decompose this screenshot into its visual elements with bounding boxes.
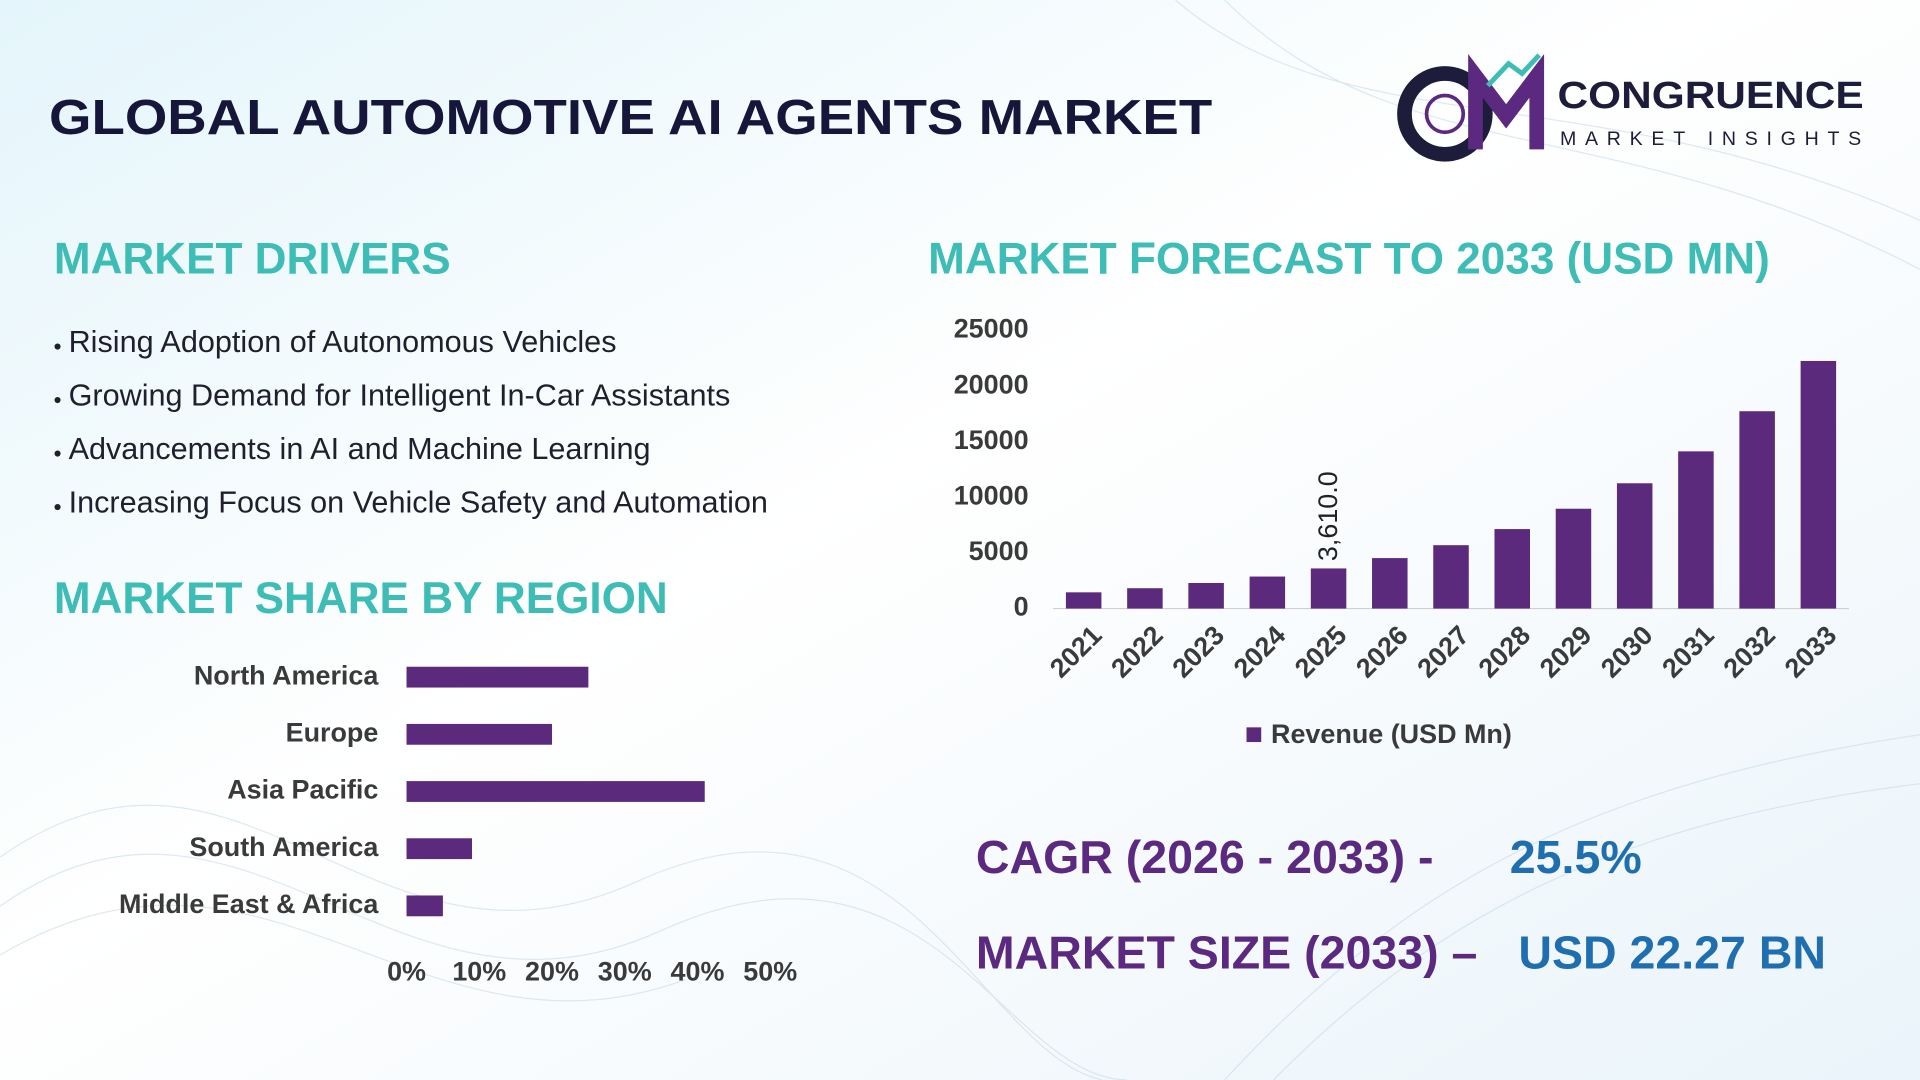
bar [1372, 558, 1408, 609]
y-tick-label: 25000 [954, 314, 1029, 344]
cagr-value: 25.5% [1510, 831, 1642, 883]
y-tick-label: Europe [286, 717, 379, 747]
x-tick-label: 0% [387, 957, 426, 987]
y-tick-label: South America [189, 832, 379, 862]
driver-item: Advancements in AI and Machine Learning [69, 432, 651, 466]
y-tick-label: Asia Pacific [227, 775, 378, 805]
forecast-chart-title: MARKET FORECAST TO 2033 (USD MN) [928, 235, 1770, 284]
x-tick-label: 20% [525, 957, 579, 987]
logo-arrow [1485, 53, 1541, 88]
bullet [54, 396, 61, 404]
y-tick-label: 10000 [954, 480, 1029, 510]
x-tick-label: 10% [452, 957, 506, 987]
bar [1494, 529, 1530, 609]
bar [1616, 483, 1653, 609]
y-tick-label: North America [194, 660, 380, 690]
bullet [54, 504, 61, 511]
legend-swatch [1246, 727, 1262, 743]
bar [406, 781, 705, 802]
driver-item: Growing Demand for Intelligent In-Car As… [69, 379, 731, 413]
bar [1065, 592, 1102, 609]
bar [1678, 451, 1714, 609]
bar [406, 666, 589, 688]
market-size-value: USD 22.27 BN [1518, 927, 1826, 979]
bar [406, 723, 552, 745]
bullet [54, 450, 61, 457]
logo-m [1468, 54, 1545, 150]
y-tick-label: 15000 [954, 425, 1029, 455]
logo: CONGRUENCE MARKET INSIGHTS [1397, 53, 1864, 162]
bar [1739, 411, 1775, 609]
y-tick-label: 5000 [969, 536, 1029, 566]
bar [406, 838, 472, 860]
driver-item: Rising Adoption of Autonomous Vehicles [69, 325, 617, 359]
x-tick-label: 30% [598, 957, 652, 987]
cagr-label: CAGR (2026 - 2033) - [976, 831, 1434, 883]
bar [1249, 576, 1286, 609]
bar [1310, 568, 1347, 609]
bar [1188, 582, 1224, 609]
drivers-list: Rising Adoption of Autonomous Vehicles Gr… [54, 325, 768, 520]
bar [1127, 588, 1163, 609]
region-chart-title: MARKET SHARE BY REGION [54, 574, 668, 623]
logo-tagline: MARKET INSIGHTS [1560, 128, 1861, 150]
bar [1433, 545, 1469, 609]
x-tick-label: 50% [743, 957, 797, 987]
x-tick-label: 40% [671, 957, 725, 987]
data-label: 3,610.0 [1313, 471, 1343, 561]
driver-item: Increasing Focus on Vehicle Safety and A… [69, 486, 768, 520]
y-tick-label: 0 [1014, 592, 1029, 622]
logo-name: CONGRUENCE [1558, 75, 1864, 117]
bar [1800, 360, 1837, 609]
logo-ring [1397, 66, 1493, 162]
y-tick-label: 20000 [954, 369, 1029, 399]
drivers-heading: MARKET DRIVERS [54, 235, 451, 284]
legend-label: Revenue (USD Mn) [1271, 719, 1512, 749]
logo-globe [1424, 93, 1466, 135]
bar [1555, 508, 1592, 609]
page-title: GLOBAL AUTOMOTIVE AI AGENTS MARKET [49, 91, 1212, 145]
y-tick-label: Middle East & Africa [119, 889, 379, 919]
bullet [54, 343, 61, 350]
market-size-label: MARKET SIZE (2033) – [976, 927, 1477, 979]
bar [406, 895, 443, 917]
